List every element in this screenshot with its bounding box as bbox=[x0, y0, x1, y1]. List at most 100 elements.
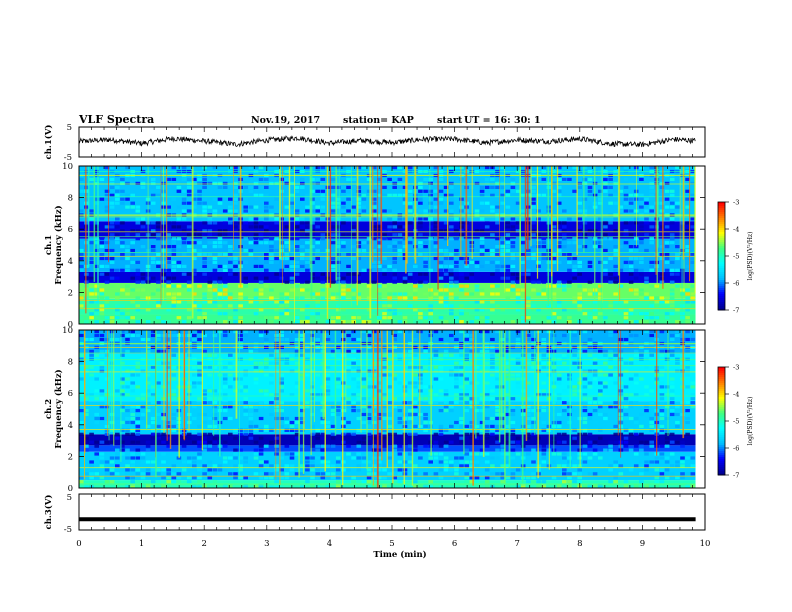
spectrogram-cell bbox=[305, 401, 310, 405]
spectrogram-cell bbox=[562, 308, 567, 312]
spectrogram-cell bbox=[556, 316, 562, 320]
spectrogram-cell bbox=[628, 209, 634, 213]
spectrogram-cell bbox=[510, 432, 516, 436]
spectrogram-cell bbox=[505, 377, 511, 381]
spectrogram-cell bbox=[413, 480, 418, 484]
spectrogram-cell bbox=[556, 484, 562, 488]
spectrogram-cell bbox=[402, 484, 408, 488]
spectrogram-cell bbox=[166, 245, 171, 249]
spectrogram-cell bbox=[382, 397, 387, 401]
spectrogram-cell bbox=[577, 209, 582, 213]
spectrogram-cell bbox=[150, 233, 156, 237]
spectrogram-cell bbox=[562, 401, 567, 405]
spectrogram-cell bbox=[449, 369, 454, 373]
spectrogram-cell bbox=[654, 468, 660, 472]
spectrogram-cell bbox=[423, 424, 428, 428]
spectrogram-cell bbox=[459, 373, 464, 377]
spectrogram-cell bbox=[582, 420, 588, 425]
spectrogram-cell bbox=[469, 480, 475, 484]
spectrogram-cell bbox=[490, 217, 495, 221]
spectrogram-cell bbox=[135, 397, 141, 401]
spectrogram-cell bbox=[89, 316, 94, 320]
spectrogram-cell bbox=[222, 333, 228, 338]
spectrogram-cell bbox=[685, 296, 690, 300]
spectrogram-cell bbox=[104, 389, 110, 393]
spectrogram-cell bbox=[675, 412, 680, 417]
spectrogram-cell bbox=[418, 221, 423, 225]
ch2-spectrogram-ylabel-frequency: Frequency (kHz) bbox=[53, 369, 64, 448]
spectrogram-cell bbox=[212, 166, 218, 170]
spectrogram-cell bbox=[181, 166, 187, 170]
spectrogram-cell bbox=[592, 448, 598, 452]
spectrogram-cell bbox=[115, 225, 120, 229]
spectrogram-cell bbox=[515, 189, 521, 193]
spectrogram-cell bbox=[294, 369, 300, 373]
spectrogram-cell bbox=[320, 197, 326, 201]
spectrogram-cell bbox=[351, 280, 356, 284]
spectrogram-cell bbox=[228, 248, 233, 253]
spectrogram-cell bbox=[171, 276, 177, 280]
spectrogram-cell bbox=[438, 452, 444, 456]
spectrogram-cell bbox=[567, 464, 572, 468]
spectrogram-cell bbox=[500, 397, 505, 401]
spectrogram-cell bbox=[438, 357, 444, 361]
spectrogram-cell bbox=[654, 460, 660, 464]
spectrogram-cell bbox=[269, 484, 274, 488]
spectrogram-cell bbox=[572, 330, 577, 334]
spectrogram-cell bbox=[454, 268, 459, 272]
spectrogram-cell bbox=[248, 217, 254, 221]
spectrogram-cell bbox=[212, 256, 218, 261]
spectrogram-cell bbox=[551, 312, 557, 316]
spectrogram-cell bbox=[130, 373, 135, 377]
spectrogram-cell bbox=[639, 229, 644, 233]
spectrogram-cell bbox=[305, 268, 310, 272]
spectrogram-cell bbox=[269, 260, 274, 264]
spectrogram-cell bbox=[484, 476, 490, 480]
spectrogram-cell bbox=[454, 468, 459, 472]
spectrogram-cell bbox=[418, 217, 423, 221]
spectrogram-cell bbox=[351, 300, 356, 304]
spectrogram-cell bbox=[335, 468, 341, 472]
ch1-ylabel: ch.1(V) bbox=[43, 125, 54, 160]
spectrogram-cell bbox=[222, 468, 228, 472]
spectrogram-cell bbox=[351, 357, 356, 361]
spectrogram-cell bbox=[669, 221, 675, 225]
spectrogram-cell bbox=[413, 412, 418, 417]
spectrogram-cell bbox=[669, 312, 675, 316]
spectrogram-cell bbox=[664, 468, 670, 472]
spectrogram-cell bbox=[228, 264, 233, 268]
spectrogram-cell bbox=[438, 268, 444, 272]
spectrogram-cell bbox=[659, 472, 665, 476]
spectrogram-cell bbox=[120, 448, 125, 452]
spectrogram-cell bbox=[284, 416, 290, 421]
spectrogram-cell bbox=[197, 197, 202, 201]
spectrogram-burst bbox=[460, 166, 462, 257]
spectrogram-cell bbox=[649, 304, 654, 308]
spectrogram-cell bbox=[202, 464, 207, 468]
spectrogram-cell bbox=[294, 264, 300, 268]
spectrogram-cell bbox=[361, 460, 367, 464]
spectrogram-cell bbox=[89, 337, 94, 342]
spectrogram-cell bbox=[212, 300, 218, 304]
ytick-label: 4 bbox=[68, 421, 73, 431]
spectrogram-cell bbox=[94, 201, 99, 205]
spectrogram-cell bbox=[130, 432, 135, 436]
spectrogram-cell bbox=[443, 468, 449, 472]
spectrogram-cell bbox=[438, 288, 444, 292]
spectrogram-cell bbox=[654, 484, 660, 488]
spectrogram-cell bbox=[325, 424, 331, 428]
spectrogram-cell bbox=[443, 197, 449, 201]
spectrogram-cell bbox=[346, 397, 351, 401]
spectrogram-cell bbox=[418, 189, 423, 193]
spectrogram-cell bbox=[320, 272, 326, 276]
spectrogram-burst bbox=[447, 166, 449, 246]
spectrogram-cell bbox=[222, 284, 228, 288]
spectrogram-cell bbox=[562, 237, 567, 241]
spectrogram-cell bbox=[690, 385, 696, 389]
spectrogram-cell bbox=[294, 225, 300, 229]
spectrogram-cell bbox=[644, 405, 649, 409]
spectrogram-cell bbox=[407, 420, 413, 425]
spectrogram-cell bbox=[582, 393, 588, 397]
spectrogram-cell bbox=[84, 369, 89, 373]
spectrogram-cell bbox=[536, 233, 541, 237]
